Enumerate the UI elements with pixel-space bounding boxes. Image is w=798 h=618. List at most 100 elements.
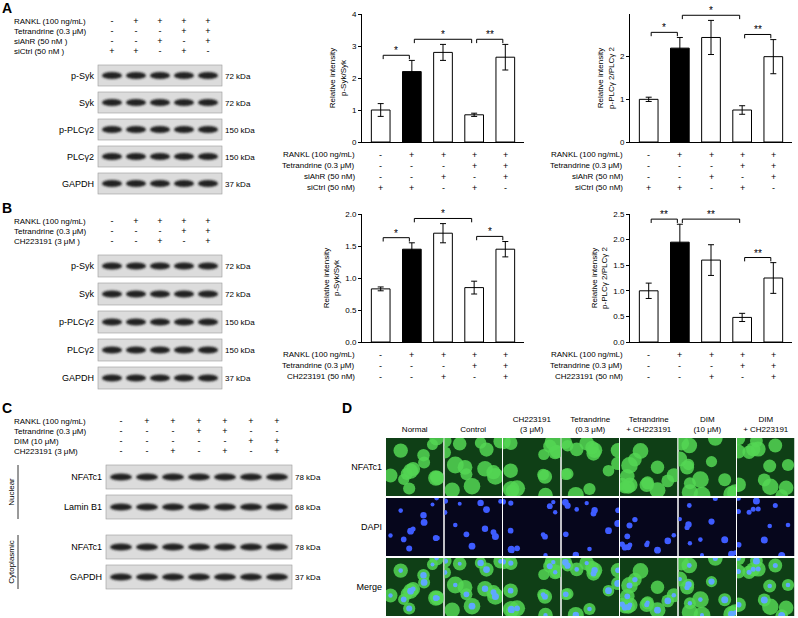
svg-text:-: - [473,172,476,182]
svg-text:DIM: DIM [700,415,715,424]
svg-text:Tetrandrine (0.3 μM): Tetrandrine (0.3 μM) [14,427,87,436]
svg-text:68 kDa: 68 kDa [295,503,321,512]
svg-text:*: * [441,208,445,219]
svg-text:-: - [172,426,175,436]
svg-text:siCtrl (50 nM): siCtrl (50 nM) [307,183,355,192]
svg-text:+: + [133,16,138,26]
svg-text:-: - [135,26,138,36]
svg-text:78 kDa: 78 kDa [295,473,321,482]
svg-text:+: + [157,236,162,246]
svg-text:Lamin B1: Lamin B1 [64,502,102,512]
svg-text:+: + [740,183,745,193]
svg-text:**: ** [754,24,762,35]
svg-text:+: + [170,416,175,426]
svg-text:1.5: 1.5 [345,242,357,251]
svg-text:*: * [709,5,713,16]
svg-text:-: - [120,426,123,436]
svg-text:+: + [709,172,714,182]
svg-text:+: + [157,216,162,226]
svg-text:37 kDa: 37 kDa [225,180,251,189]
svg-text:-: - [146,446,149,456]
svg-text:72 kDa: 72 kDa [225,99,251,108]
svg-text:p-PLCγ2: p-PLCγ2 [59,125,94,135]
svg-text:(3 μM): (3 μM) [520,425,544,434]
svg-text:78 kDa: 78 kDa [295,543,321,552]
svg-text:-: - [647,372,650,382]
svg-text:2: 2 [620,52,625,61]
svg-text:NFATc1: NFATc1 [71,542,102,552]
svg-text:**: ** [754,248,762,259]
svg-text:Tetrandrine (0.3 μM): Tetrandrine (0.3 μM) [550,361,623,370]
svg-text:PLCγ2: PLCγ2 [67,345,94,355]
svg-text:+: + [503,350,508,360]
svg-text:1.0: 1.0 [613,287,625,296]
svg-text:NFATc1: NFATc1 [71,472,102,482]
svg-text:-: - [111,236,114,246]
svg-text:Tetrandrine: Tetrandrine [629,415,670,424]
svg-text:Syk: Syk [79,98,95,108]
svg-text:0: 0 [620,138,625,147]
svg-text:+: + [709,150,714,160]
svg-text:+: + [409,183,414,193]
svg-text:0: 0 [352,138,357,147]
svg-text:-: - [135,36,138,46]
svg-text:-: - [379,161,382,171]
svg-text:*: * [488,226,492,237]
svg-text:Relative intensityp-Syk/Syk: Relative intensityp-Syk/Syk [322,248,341,308]
svg-text:+: + [503,372,508,382]
svg-text:-: - [410,361,413,371]
svg-text:+: + [472,150,477,160]
svg-text:-: - [135,236,138,246]
svg-text:A: A [2,0,12,16]
svg-text:-: - [741,372,744,382]
svg-text:Relative intensityp-PLCγ 2/PLC: Relative intensityp-PLCγ 2/PLCγ 2 [590,247,609,309]
svg-text:-: - [647,172,650,182]
svg-text:0.0: 0.0 [613,338,625,347]
svg-text:+: + [196,416,201,426]
svg-text:+: + [378,183,383,193]
svg-text:+: + [503,150,508,160]
svg-text:2: 2 [352,74,357,83]
svg-text:+: + [133,46,138,56]
svg-text:*: * [441,29,445,40]
svg-text:-: - [410,161,413,171]
svg-text:-: - [741,172,744,182]
svg-text:-: - [647,161,650,171]
svg-text:Tetrandrine (0.3 μM): Tetrandrine (0.3 μM) [550,161,623,170]
svg-text:RANKL (100 ng/mL): RANKL (100 ng/mL) [14,17,86,26]
svg-text:-: - [678,172,681,182]
svg-text:+: + [274,436,279,446]
svg-text:+: + [222,426,227,436]
svg-text:+: + [740,350,745,360]
svg-text:+: + [196,426,201,436]
svg-text:+: + [646,183,651,193]
svg-text:+: + [205,16,210,26]
svg-text:+: + [205,236,210,246]
svg-text:siAhR (50 nM): siAhR (50 nM) [304,172,355,181]
svg-text:D: D [342,400,352,416]
svg-text:1.0: 1.0 [345,274,357,283]
svg-text:0.5: 0.5 [613,312,625,321]
svg-text:*: * [394,45,398,56]
svg-text:p-Syk: p-Syk [71,71,95,81]
svg-text:+: + [677,183,682,193]
svg-text:+: + [205,216,210,226]
svg-text:+: + [222,446,227,456]
svg-text:+: + [740,161,745,171]
svg-text:-: - [250,426,253,436]
svg-text:-: - [111,36,114,46]
svg-text:Control: Control [460,425,486,434]
svg-text:-: - [111,26,114,36]
svg-text:3: 3 [352,42,357,51]
svg-text:2.5: 2.5 [613,210,625,219]
svg-text:+: + [771,350,776,360]
svg-text:siAhR (50 nM): siAhR (50 nM) [572,172,623,181]
svg-text:-: - [207,46,210,56]
svg-text:Relative intensityp-Syk/Syk: Relative intensityp-Syk/Syk [328,48,347,108]
svg-text:-: - [442,161,445,171]
svg-text:(0.3 μM): (0.3 μM) [575,425,605,434]
svg-text:-: - [120,446,123,456]
svg-text:-: - [183,36,186,46]
svg-text:+ CH223191: + CH223191 [626,425,672,434]
svg-text:GAPDH: GAPDH [70,572,102,582]
